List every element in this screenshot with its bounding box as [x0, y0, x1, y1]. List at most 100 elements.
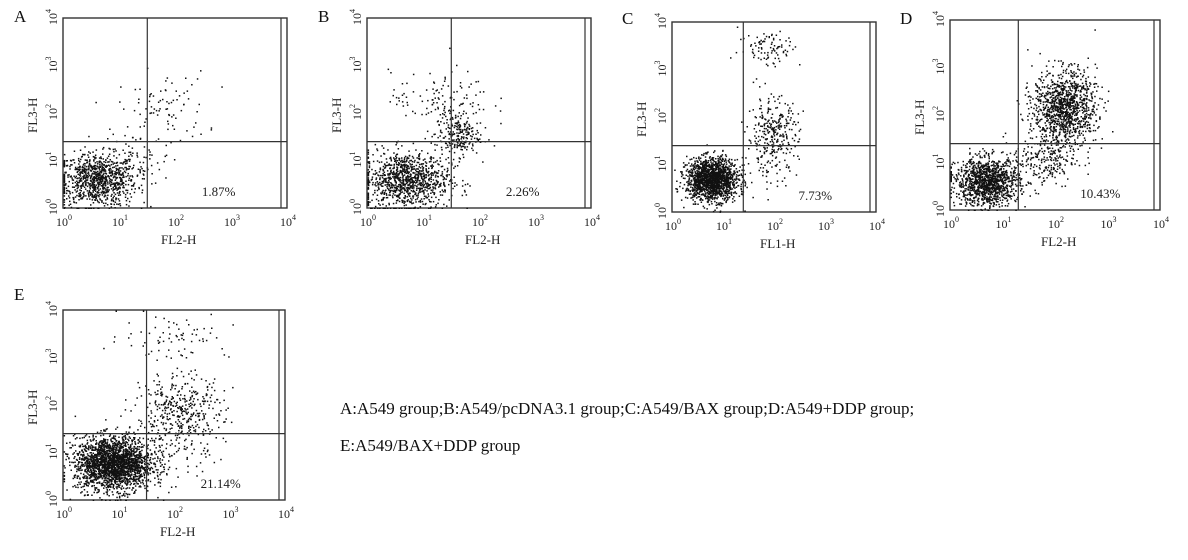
event-dot [439, 183, 442, 186]
event-dot [692, 196, 694, 198]
event-dot [394, 191, 397, 193]
event-dot [716, 165, 719, 168]
event-dot [367, 202, 370, 205]
event-dot [965, 166, 967, 169]
event-dot [426, 171, 429, 174]
event-dot [372, 193, 374, 196]
event-dot [140, 166, 142, 168]
event-dot [89, 207, 91, 209]
event-dot [389, 176, 391, 179]
event-dot [389, 157, 391, 160]
event-dot [368, 162, 370, 165]
event-dot [774, 164, 777, 167]
event-dot [130, 196, 133, 198]
event-dot [980, 208, 982, 211]
event-dot [459, 145, 461, 147]
event-dot [99, 188, 102, 190]
event-dot [459, 125, 461, 128]
event-dot [692, 172, 694, 174]
event-dot [94, 177, 97, 180]
event-dot [84, 167, 86, 169]
event-dot [434, 185, 437, 187]
event-dot [112, 133, 114, 136]
event-dot [773, 131, 775, 134]
event-dot [427, 187, 429, 190]
event-dot [99, 170, 102, 173]
event-dot [700, 189, 702, 192]
event-dot [719, 158, 721, 160]
event-dot [435, 174, 437, 177]
event-dot [398, 163, 401, 165]
event-dot [87, 175, 89, 177]
event-dot [775, 34, 778, 36]
event-dot [731, 194, 733, 196]
event-dot [103, 196, 106, 198]
event-dot [410, 159, 413, 162]
event-dot [438, 186, 440, 188]
event-dot [991, 188, 993, 191]
event-dot [991, 186, 994, 189]
event-dot [713, 182, 716, 185]
event-dot [718, 168, 720, 170]
event-dot [172, 114, 175, 116]
event-dot [472, 102, 474, 104]
event-dot [90, 170, 93, 172]
event-dot [731, 162, 733, 164]
event-dot [63, 181, 66, 183]
event-dot [741, 169, 743, 171]
event-dot [407, 192, 409, 195]
event-dot [753, 128, 756, 130]
event-dot [417, 183, 419, 186]
event-dot [103, 177, 106, 179]
event-dot [721, 176, 723, 178]
event-dot [431, 103, 434, 106]
event-dot [119, 162, 122, 164]
event-dot [447, 169, 449, 172]
event-dot [1001, 173, 1003, 175]
event-dot [714, 193, 717, 195]
event-dot [367, 200, 370, 203]
event-dot [725, 163, 728, 165]
event-dot [695, 173, 698, 175]
event-dot [417, 196, 419, 198]
event-dot [983, 181, 985, 183]
event-dot [779, 118, 781, 120]
event-dot [1006, 200, 1008, 202]
event-dot [425, 176, 427, 179]
event-dot [404, 185, 406, 187]
event-dot [99, 194, 101, 196]
event-dot [165, 80, 167, 82]
event-dot [707, 189, 709, 191]
event-dot [785, 147, 788, 150]
event-dot [462, 156, 465, 159]
event-dot [127, 172, 129, 175]
event-dot [150, 93, 152, 95]
event-dot [389, 156, 392, 159]
event-dot [404, 171, 407, 174]
event-dot [764, 82, 766, 85]
event-dot [74, 189, 76, 191]
event-dot [951, 186, 953, 189]
event-dot [425, 174, 427, 176]
event-dot [411, 199, 413, 201]
event-dot [97, 194, 100, 197]
event-dot [408, 207, 411, 209]
event-dot [698, 159, 701, 161]
event-dot [382, 197, 385, 199]
event-dot [407, 157, 410, 160]
event-dot [378, 171, 381, 173]
event-dot [749, 140, 752, 142]
event-dot [708, 164, 711, 166]
event-dot [969, 182, 971, 185]
event-dot [691, 174, 693, 176]
event-dot [102, 174, 105, 176]
event-dot [788, 128, 791, 131]
event-dot [686, 168, 689, 171]
event-dot [971, 162, 973, 165]
event-dot [430, 158, 432, 161]
event-dot [716, 194, 718, 196]
event-dot [767, 120, 769, 123]
event-dot [687, 188, 690, 190]
event-dot [778, 124, 780, 126]
event-dot [764, 122, 766, 125]
